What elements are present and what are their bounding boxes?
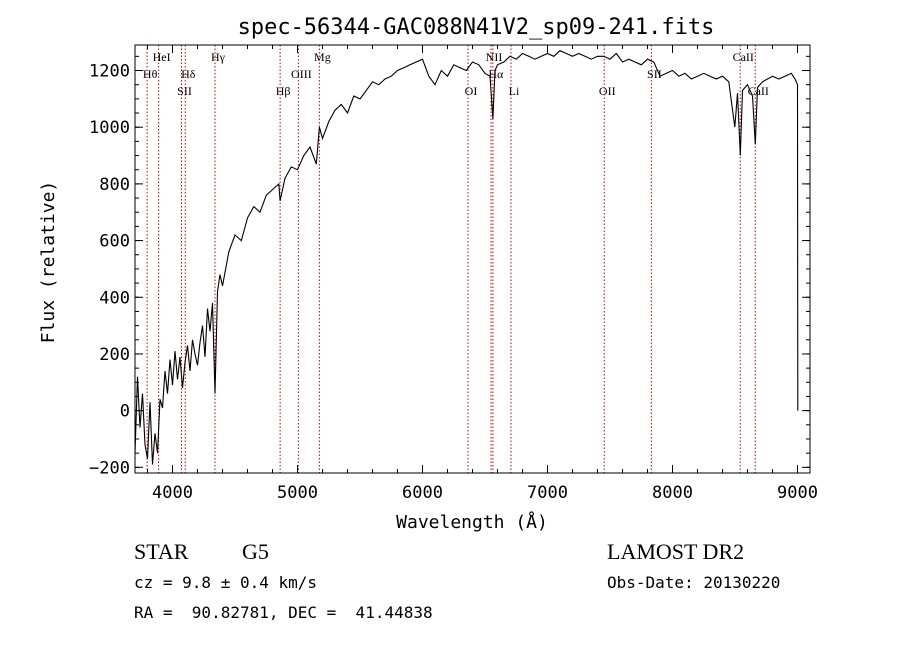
y-tick-label-6: 1000 xyxy=(89,118,130,138)
x-tick-label-1: 5000 xyxy=(277,483,318,503)
y-tick-label-5: 800 xyxy=(99,175,130,195)
line-label-8: OI xyxy=(465,84,478,98)
observation-date: Obs-Date: 20130220 xyxy=(607,573,781,592)
coordinates-readout: RA = 90.82781, DEC = 41.44838 xyxy=(134,603,433,622)
x-tick-label-0: 4000 xyxy=(152,483,193,503)
line-label-14: CaII xyxy=(733,50,754,64)
y-tick-label-4: 600 xyxy=(99,232,130,252)
y-tick-label-2: 200 xyxy=(99,345,130,365)
line-label-2: Hδ xyxy=(181,67,196,81)
line-label-1: HeI xyxy=(153,50,171,64)
line-label-3: SII xyxy=(177,84,192,98)
y-axis-label: Flux (relative) xyxy=(38,181,59,344)
chart-title: spec-56344-GAC088N41V2_sp09-241.fits xyxy=(238,15,715,40)
x-tick-label-3: 7000 xyxy=(527,483,568,503)
line-label-0: Hθ xyxy=(143,67,158,81)
object-subclass: G5 xyxy=(242,539,269,564)
line-label-7: Mg xyxy=(314,50,331,64)
x-tick-label-4: 8000 xyxy=(652,483,693,503)
line-label-4: Hγ xyxy=(211,50,226,64)
x-tick-label-2: 6000 xyxy=(402,483,443,503)
line-label-11: Li xyxy=(509,84,520,98)
line-label-6: OIII xyxy=(291,67,312,81)
survey-name: LAMOST DR2 xyxy=(607,539,745,564)
line-label-12: OII xyxy=(599,84,616,98)
line-label-15: CaII xyxy=(748,84,769,98)
object-class: STAR xyxy=(134,539,189,564)
spectrum-line xyxy=(134,50,799,465)
plot-frame xyxy=(134,44,811,474)
y-tick-label-1: 0 xyxy=(120,402,130,422)
y-tick-label-3: 400 xyxy=(99,288,130,308)
line-label-10: Hα xyxy=(488,67,504,81)
y-tick-label-7: 1200 xyxy=(89,62,130,82)
x-axis-label: Wavelength (Å) xyxy=(396,511,548,533)
x-tick-label-5: 9000 xyxy=(777,483,818,503)
redshift-readout: cz = 9.8 ± 0.4 km/s xyxy=(134,573,318,592)
line-label-5: Hβ xyxy=(276,84,291,98)
y-tick-label-0: −200 xyxy=(89,458,130,478)
line-label-9: NII xyxy=(486,50,503,64)
